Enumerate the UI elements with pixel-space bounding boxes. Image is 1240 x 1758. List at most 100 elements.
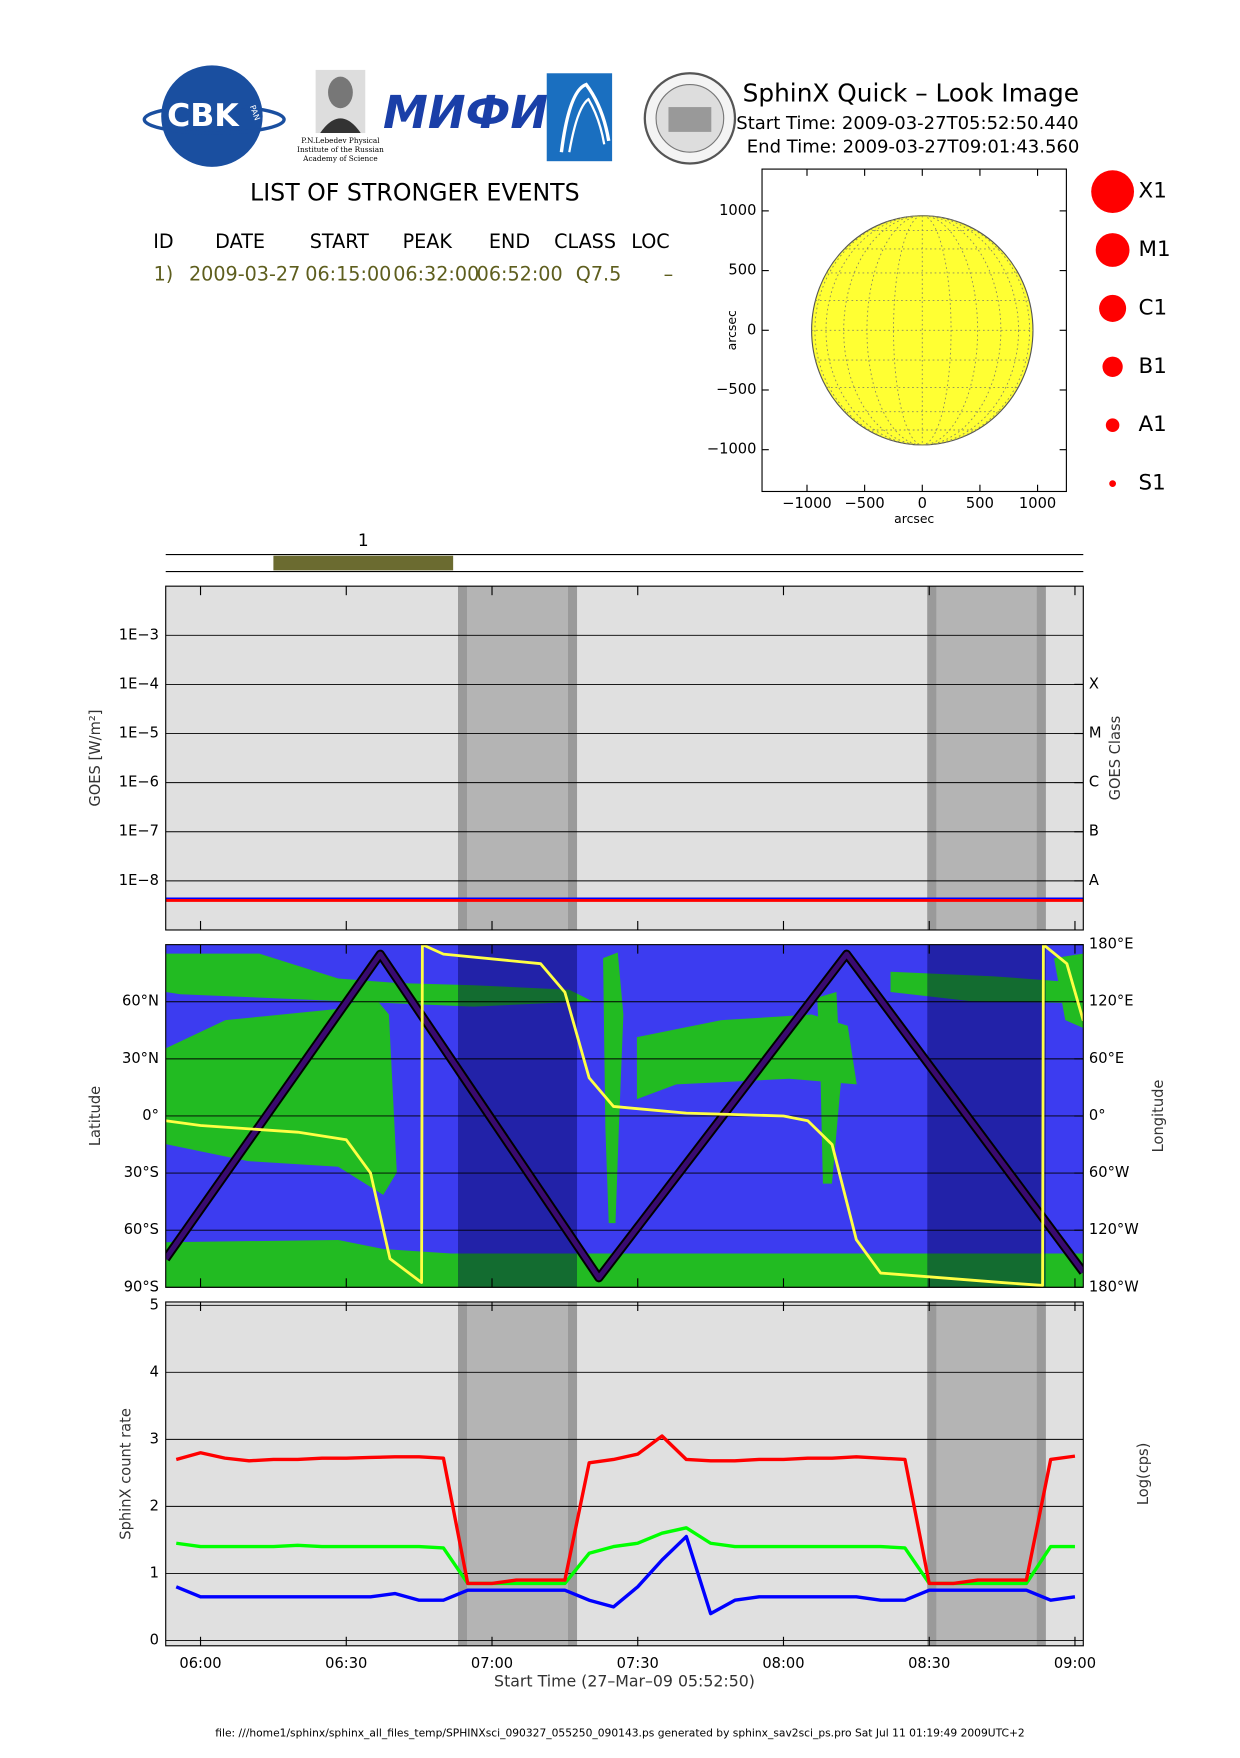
penumbra — [458, 586, 468, 930]
legend-symbol — [1109, 480, 1116, 487]
penumbra — [1036, 586, 1046, 930]
university-seal — [643, 72, 737, 165]
lebedev-logo: P.N.Lebedev Physical Institute of the Ru… — [297, 69, 384, 163]
event-cell: Q7.5 — [576, 263, 622, 286]
legend-symbol — [1091, 170, 1135, 214]
end-time: End Time: 2009-03-27T09:01:43.560 — [747, 137, 1080, 158]
map-region — [165, 1239, 1084, 1288]
column-header: LOC — [631, 230, 669, 253]
y-tick-label: 500 — [728, 262, 756, 279]
x-tick-label: 07:00 — [471, 1655, 513, 1672]
penumbra — [568, 586, 578, 930]
event-label: 1 — [358, 530, 369, 550]
event-cell: 06:32:00 — [393, 263, 479, 286]
y-tick-label: 0° — [142, 1107, 159, 1124]
y2-tick-label: 120°E — [1089, 993, 1134, 1010]
disk-meridian — [893, 215, 952, 446]
penumbra — [1036, 1301, 1046, 1646]
y-tick-label: 2 — [150, 1497, 159, 1514]
longitude-line — [165, 944, 1084, 1287]
x-tick-label: 08:30 — [908, 1655, 950, 1672]
map-region — [890, 971, 1084, 1004]
x-tick-label: −1000 — [782, 495, 832, 512]
x-tick-label: 07:30 — [617, 1655, 659, 1672]
y-axis-label: Latitude — [87, 1086, 104, 1146]
column-header: CLASS — [554, 230, 616, 253]
data-line — [175, 1534, 1076, 1616]
legend-label: S1 — [1139, 471, 1166, 496]
y-tick-label: 1E−4 — [119, 675, 159, 692]
event-cell: 06:15:00 — [305, 263, 391, 286]
y-tick-label: 4 — [150, 1363, 159, 1380]
y-tick-label: 1 — [150, 1564, 159, 1581]
event-cell: 1) — [154, 263, 174, 286]
legend-label: A1 — [1139, 412, 1167, 437]
y2-tick-label: A — [1089, 872, 1099, 889]
portrait-body — [320, 118, 361, 134]
institute-logo — [546, 73, 613, 162]
events-title: LIST OF STRONGER EVENTS — [250, 178, 580, 206]
map-region — [636, 1014, 857, 1100]
penumbra — [458, 1301, 468, 1646]
y2-tick-label: X — [1089, 675, 1099, 692]
y-tick-label: −1000 — [707, 441, 757, 458]
legend-label: X1 — [1139, 179, 1167, 204]
page-title: SphinX Quick – Look Image — [743, 79, 1079, 108]
footer: file: ///home1/sphinx/sphinx_all_files_t… — [215, 1727, 1024, 1740]
disk-grid — [811, 215, 1033, 446]
x-tick-label: 0 — [918, 495, 927, 512]
map-region — [165, 953, 592, 1007]
series-layer — [165, 897, 1084, 902]
panel-frame — [165, 944, 1084, 1288]
seal-building — [668, 107, 712, 132]
y2-tick-label: 60°W — [1089, 1164, 1129, 1181]
cbk-logo: CBK PAN — [142, 65, 286, 167]
y-tick-label: 30°N — [122, 1050, 159, 1067]
series-layer — [165, 944, 1084, 1287]
series-layer — [175, 1434, 1076, 1616]
panel-frame — [165, 1301, 1084, 1647]
y-tick-label: 1E−3 — [119, 626, 159, 643]
latitude-track — [165, 951, 1084, 1281]
column-header: PEAK — [403, 230, 453, 253]
legend-symbol — [1099, 294, 1127, 322]
y-tick-label: 1E−6 — [119, 774, 159, 791]
y2-axis-label: GOES Class — [1107, 716, 1124, 801]
y-tick-label: −500 — [716, 381, 756, 398]
y2-axis-label: Log(cps) — [1135, 1443, 1152, 1506]
panel-frame — [165, 585, 1084, 931]
legend-label: C1 — [1139, 295, 1168, 320]
y-axis-label: GOES [W/m²] — [87, 710, 104, 807]
legend-label: M1 — [1139, 237, 1171, 262]
event-cell: – — [664, 263, 674, 286]
cbk-swoosh — [142, 104, 286, 135]
x-tick-label: 1000 — [1019, 495, 1056, 512]
lebedev-line: P.N.Lebedev Physical — [301, 136, 380, 145]
disk-meridian — [843, 215, 1002, 446]
lebedev-line: Institute of the Russian — [297, 145, 384, 154]
start-time: Start Time: 2009-03-27T05:52:50.440 — [736, 113, 1078, 134]
y-tick-label: 90°S — [124, 1278, 159, 1295]
column-header: DATE — [215, 230, 265, 253]
y-tick-label: 5 — [150, 1296, 159, 1313]
column-header: START — [310, 230, 369, 253]
penumbra — [927, 1301, 937, 1646]
lebedev-line: Academy of Science — [302, 154, 377, 163]
map-region — [603, 952, 624, 1224]
y2-tick-label: 0° — [1089, 1107, 1106, 1124]
x-tick-label: 08:00 — [762, 1655, 804, 1672]
y2-tick-label: 180°W — [1089, 1278, 1139, 1295]
y-tick-label: 60°N — [122, 993, 159, 1010]
column-header: ID — [153, 230, 173, 253]
x-tick-label: −500 — [845, 495, 885, 512]
y-tick-label: 3 — [150, 1430, 159, 1447]
y-tick-label: 60°S — [124, 1221, 159, 1238]
y2-tick-label: 180°E — [1089, 936, 1134, 953]
x-tick-label: 09:00 — [1054, 1655, 1096, 1672]
y-tick-label: 30°S — [124, 1164, 159, 1181]
cbk-text: CBK — [167, 98, 240, 134]
y2-axis-label: Longitude — [1150, 1080, 1167, 1153]
institute-arc — [568, 97, 606, 153]
event-bar — [273, 555, 454, 571]
